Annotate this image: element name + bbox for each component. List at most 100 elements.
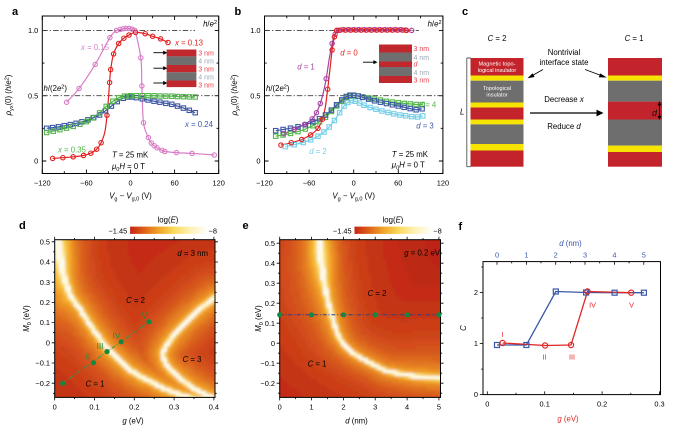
svg-text:3 nm: 3 nm <box>198 51 214 58</box>
svg-text:h/e2: h/e2 <box>203 20 217 29</box>
svg-text:C = 2: C = 2 <box>488 34 507 43</box>
svg-text:C = 3: C = 3 <box>183 355 202 364</box>
svg-text:−1.45: −1.45 <box>333 226 352 235</box>
svg-text:h/e2: h/e2 <box>428 20 442 29</box>
svg-text:T = 25 mK: T = 25 mK <box>392 150 429 159</box>
svg-text:d = 0: d = 0 <box>340 49 358 58</box>
svg-text:logical insulator: logical insulator <box>478 68 517 74</box>
svg-text:Reduce d: Reduce d <box>547 122 581 131</box>
svg-text:3 nm: 3 nm <box>198 83 214 90</box>
svg-text:0: 0 <box>474 390 478 399</box>
svg-text:Vg − Vg,0 (V): Vg − Vg,0 (V) <box>332 192 375 203</box>
svg-text:log(E): log(E) <box>383 216 404 225</box>
svg-text:1: 1 <box>309 403 313 412</box>
svg-text:3 nm: 3 nm <box>414 78 430 85</box>
svg-text:d = 4: d = 4 <box>419 101 437 110</box>
svg-text:−1.45: −1.45 <box>108 226 127 235</box>
svg-text:d (nm): d (nm) <box>559 239 582 248</box>
svg-text:2: 2 <box>554 251 558 260</box>
svg-text:g = 0.2 eV: g = 0.2 eV <box>404 249 441 258</box>
svg-text:0.1: 0.1 <box>89 403 99 412</box>
svg-text:Vg − Vg,0 (V): Vg − Vg,0 (V) <box>109 192 152 203</box>
svg-text:0: 0 <box>46 338 50 347</box>
svg-text:0.5: 0.5 <box>28 91 38 100</box>
svg-text:d = 1: d = 1 <box>297 63 315 72</box>
svg-text:IV: IV <box>589 301 596 310</box>
svg-text:insulator: insulator <box>486 93 507 99</box>
svg-text:C = 1: C = 1 <box>308 360 327 369</box>
svg-text:0: 0 <box>352 179 356 188</box>
svg-text:2: 2 <box>474 288 478 297</box>
svg-text:x = 0.24: x = 0.24 <box>184 120 214 129</box>
svg-text:0: 0 <box>128 179 132 188</box>
svg-text:x = 0.35: x = 0.35 <box>57 146 87 155</box>
svg-text:3 nm: 3 nm <box>414 46 430 53</box>
svg-text:ρyx(0) (h/e2): ρyx(0) (h/e2) <box>230 74 241 116</box>
svg-text:d = 3: d = 3 <box>416 122 434 131</box>
svg-text:120: 120 <box>213 179 225 188</box>
svg-text:h/(2e2): h/(2e2) <box>44 84 68 93</box>
svg-text:C: C <box>459 325 468 331</box>
svg-text:0.1: 0.1 <box>540 400 550 409</box>
svg-text:0: 0 <box>271 339 275 348</box>
svg-text:4 nm: 4 nm <box>198 75 214 82</box>
svg-text:0: 0 <box>34 157 38 166</box>
svg-text:ρyx(0) (h/e2): ρyx(0) (h/e2) <box>4 74 15 116</box>
svg-text:g (eV): g (eV) <box>557 415 579 424</box>
svg-text:0: 0 <box>53 403 57 412</box>
svg-text:0: 0 <box>278 403 282 412</box>
svg-text:−0.1: −0.1 <box>35 359 50 368</box>
svg-text:M0 (eV): M0 (eV) <box>22 305 33 332</box>
svg-text:e: e <box>243 220 249 232</box>
svg-text:4 nm: 4 nm <box>198 59 214 66</box>
svg-text:0: 0 <box>485 400 489 409</box>
svg-text:120: 120 <box>437 179 449 188</box>
svg-text:μ0H = 0 T: μ0H = 0 T <box>111 162 145 173</box>
svg-text:M0 (eV): M0 (eV) <box>254 305 265 332</box>
svg-text:II: II <box>543 353 547 362</box>
svg-text:2: 2 <box>341 403 345 412</box>
svg-text:d: d <box>414 62 419 69</box>
svg-text:Decrease x: Decrease x <box>544 95 585 104</box>
svg-text:4 nm: 4 nm <box>414 70 430 77</box>
svg-text:0.2: 0.2 <box>597 400 607 409</box>
svg-text:f: f <box>459 221 463 233</box>
svg-text:5: 5 <box>642 251 646 260</box>
svg-text:d = 2: d = 2 <box>309 147 327 156</box>
svg-text:Nontrivial: Nontrivial <box>548 48 581 57</box>
svg-text:I: I <box>502 330 504 339</box>
svg-text:−0.2: −0.2 <box>260 379 275 388</box>
svg-text:4: 4 <box>612 251 616 260</box>
svg-text:1: 1 <box>524 251 528 260</box>
svg-text:h/(2e2): h/(2e2) <box>266 84 290 93</box>
svg-text:T = 25 mK: T = 25 mK <box>112 151 149 160</box>
svg-text:1.0: 1.0 <box>250 26 260 35</box>
svg-text:0: 0 <box>495 251 499 260</box>
svg-text:−8: −8 <box>209 226 217 235</box>
svg-text:0.5: 0.5 <box>265 239 275 248</box>
svg-text:V: V <box>629 301 634 310</box>
svg-text:g (eV): g (eV) <box>122 417 144 426</box>
svg-text:−60: −60 <box>80 179 93 188</box>
svg-text:interface state: interface state <box>540 58 589 67</box>
svg-text:4: 4 <box>405 403 409 412</box>
svg-text:0.1: 0.1 <box>40 318 50 327</box>
svg-text:5: 5 <box>437 403 441 412</box>
svg-text:−120: −120 <box>256 179 273 188</box>
svg-text:0.3: 0.3 <box>40 278 50 287</box>
svg-text:60: 60 <box>394 179 402 188</box>
svg-text:log(E): log(E) <box>158 216 179 225</box>
svg-text:II: II <box>86 353 91 362</box>
svg-text:C = 2: C = 2 <box>368 289 387 298</box>
svg-text:1: 1 <box>474 339 478 348</box>
svg-text:x = 0.15: x = 0.15 <box>80 43 110 52</box>
svg-text:−8: −8 <box>433 226 441 235</box>
svg-text:3: 3 <box>583 251 587 260</box>
svg-text:4 nm: 4 nm <box>414 55 430 62</box>
svg-text:V: V <box>142 312 148 321</box>
svg-text:0.2: 0.2 <box>129 403 139 412</box>
svg-text:IV: IV <box>113 332 121 341</box>
svg-text:C = 1: C = 1 <box>625 34 644 43</box>
svg-text:b: b <box>235 6 242 18</box>
svg-text:3 nm: 3 nm <box>198 67 214 74</box>
